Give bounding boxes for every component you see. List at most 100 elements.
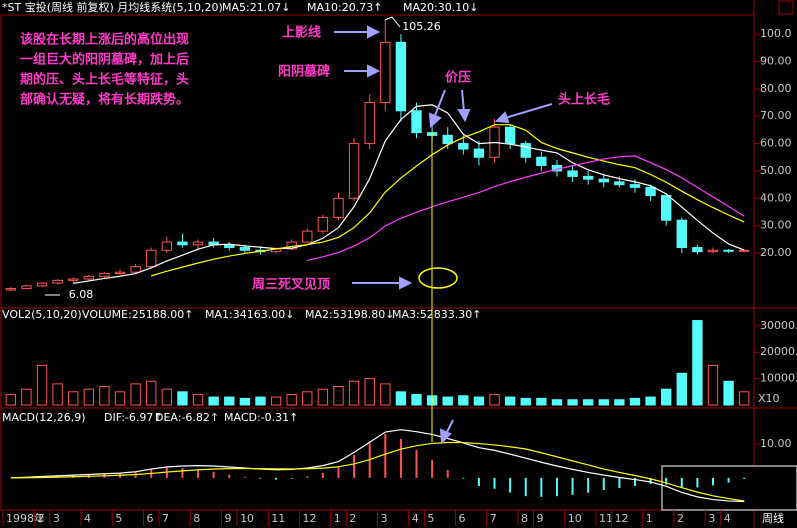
candle-body bbox=[536, 156, 547, 166]
candle-body bbox=[161, 241, 173, 251]
y-tick-label: 30000.00 bbox=[760, 319, 797, 332]
annotation: 上影线 bbox=[282, 25, 321, 41]
candle-body bbox=[52, 279, 63, 284]
volume-bar bbox=[161, 388, 173, 406]
candle-body bbox=[364, 102, 375, 145]
ma-line bbox=[151, 124, 745, 277]
plot-area: 20.00 30.00 40.00 50.00 60.00 70.00 80.00 90.00… bbox=[2, 19, 797, 526]
volume-bar bbox=[302, 391, 313, 406]
legend-macd: MACD:-0.31↑ bbox=[224, 411, 298, 424]
ma-line bbox=[73, 104, 745, 284]
y-tick-label: 80.00 bbox=[760, 82, 792, 95]
candle-body bbox=[660, 195, 672, 221]
macd-title: MACD(12,26,9) bbox=[2, 411, 86, 424]
candle-body bbox=[614, 181, 625, 186]
note-line: 期的压、头上长毛等特征，头 bbox=[20, 72, 189, 88]
candle-body bbox=[177, 241, 188, 246]
candle-body bbox=[224, 244, 235, 249]
y-tick-label: 20000.00 bbox=[760, 345, 797, 358]
high-pointer bbox=[384, 16, 401, 28]
volume-bar bbox=[224, 396, 235, 406]
volume-bar bbox=[5, 393, 16, 406]
x-tick-label: 11 bbox=[599, 512, 613, 525]
candle-body bbox=[395, 41, 407, 112]
volume-bar bbox=[333, 386, 344, 406]
y-tick-label: 100.0 bbox=[760, 27, 792, 40]
volume-bar bbox=[473, 396, 485, 406]
note-line: 部确认无疑，将有长期跌势。 bbox=[20, 92, 189, 108]
x-tick-label: 7 bbox=[162, 512, 169, 525]
x-tick-label: 12 bbox=[302, 512, 316, 525]
candle-body bbox=[723, 249, 734, 252]
candle-body bbox=[598, 178, 609, 183]
volume-bar bbox=[739, 391, 750, 406]
volume-bar bbox=[707, 364, 719, 406]
x-tick-label: 3 bbox=[708, 512, 715, 525]
volume-bar bbox=[660, 388, 672, 406]
candle-body bbox=[83, 275, 95, 280]
volume-bar bbox=[255, 396, 266, 406]
legend-volume: VOLUME:25188.00↑ bbox=[82, 308, 193, 321]
y-tick-label: 10.00 bbox=[760, 437, 792, 450]
candle-body bbox=[504, 126, 516, 145]
x-tick-label: 10 bbox=[568, 512, 582, 525]
volume-bar bbox=[130, 383, 141, 406]
volume-bar bbox=[723, 380, 734, 406]
x-tick-label: 9 bbox=[537, 512, 544, 525]
candle-body bbox=[458, 143, 469, 150]
candle-body bbox=[567, 170, 578, 177]
candle-body bbox=[411, 110, 422, 134]
y-tick-label: 40.00 bbox=[760, 191, 792, 204]
x-tick-label: 12 bbox=[615, 512, 629, 525]
candle-body bbox=[99, 273, 110, 277]
volume-bar bbox=[317, 388, 329, 406]
legend-ma20: MA20:30.10↓ bbox=[403, 1, 478, 14]
x-tick-label: 2 bbox=[677, 512, 684, 525]
volume-bar bbox=[629, 397, 641, 406]
candle-body bbox=[442, 134, 453, 145]
volume-bar bbox=[411, 393, 422, 406]
volume-bar bbox=[68, 391, 79, 406]
volume-bar bbox=[99, 386, 110, 406]
x-tick-label: 1 bbox=[646, 512, 653, 525]
legend-vma3: MA3:52833.30↑ bbox=[392, 308, 481, 321]
arrows bbox=[334, 25, 553, 445]
x-tick-label: 8 bbox=[193, 512, 200, 525]
candle-body bbox=[36, 282, 48, 287]
candle-body bbox=[21, 285, 32, 290]
volume-bar bbox=[114, 391, 126, 406]
x-tick-label: 3 bbox=[381, 512, 388, 525]
x-tick-label: 4 bbox=[84, 512, 91, 525]
annotation-layer: 该股在长期上涨后的高位出现 一组巨大的阳阴墓碑，加上后 期的压、头上长毛等特征，… bbox=[20, 16, 610, 445]
volume-bar bbox=[395, 391, 407, 406]
volume-bar bbox=[645, 396, 656, 406]
candle-body bbox=[333, 197, 344, 218]
legend-vma2: MA2:53198.80↓ bbox=[305, 308, 394, 321]
volume-bar bbox=[36, 364, 48, 406]
high-label: 105.26 bbox=[402, 20, 441, 33]
volume-bar bbox=[21, 388, 32, 406]
x-tick-label: 7 bbox=[490, 512, 497, 525]
candle-body bbox=[302, 230, 313, 243]
x-tick-label: 11 bbox=[271, 512, 285, 525]
annotation: 阳阴墓碑 bbox=[278, 64, 330, 80]
candle-body bbox=[739, 249, 750, 252]
x-tick-label: 8 bbox=[521, 512, 528, 525]
volume-bar bbox=[192, 393, 204, 406]
annotation: 头上长毛 bbox=[558, 92, 610, 108]
y-tick-label: 10000.00 bbox=[760, 372, 797, 385]
y-tick-label: 60.00 bbox=[760, 137, 792, 150]
x-tick-label: 4 bbox=[412, 512, 419, 525]
volume-bar bbox=[348, 380, 360, 406]
candle-body bbox=[645, 186, 656, 197]
volume-bar bbox=[458, 395, 469, 406]
vol-title: VOL2(5,10,20) bbox=[2, 308, 82, 321]
candle-body bbox=[68, 278, 79, 281]
candle-body bbox=[582, 175, 594, 180]
note-line: 一组巨大的阳阴墓碑，加上后 bbox=[20, 52, 189, 68]
volume-bar bbox=[582, 399, 594, 406]
x-tick-label: 3 bbox=[53, 512, 60, 525]
volume-bar bbox=[270, 396, 282, 406]
candle-body bbox=[629, 184, 641, 188]
volume-bar bbox=[146, 380, 157, 406]
